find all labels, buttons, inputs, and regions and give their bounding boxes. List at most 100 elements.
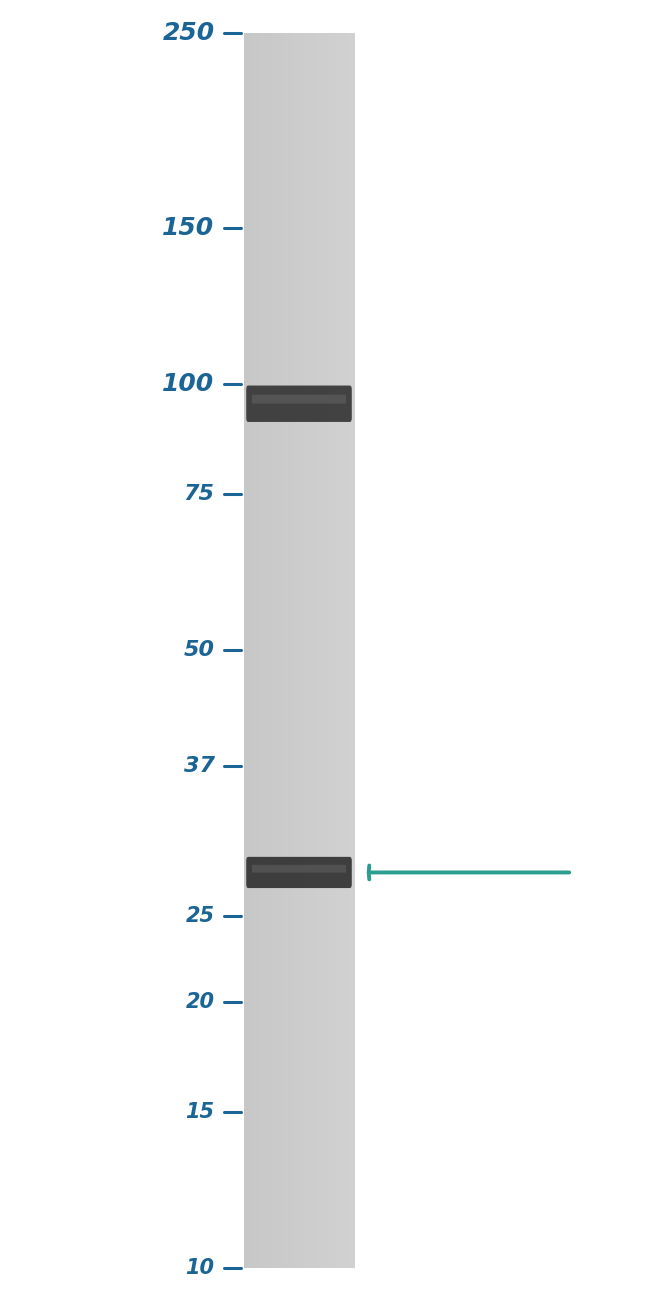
Bar bbox=[265, 32, 266, 1268]
Bar bbox=[272, 32, 273, 1268]
Bar bbox=[319, 32, 320, 1268]
Bar bbox=[280, 32, 281, 1268]
Text: 250: 250 bbox=[162, 21, 214, 44]
Bar bbox=[247, 32, 248, 1268]
Bar bbox=[352, 32, 353, 1268]
Bar bbox=[340, 32, 341, 1268]
Bar bbox=[338, 32, 339, 1268]
Bar bbox=[350, 32, 351, 1268]
Bar bbox=[299, 32, 300, 1268]
Bar bbox=[281, 32, 283, 1268]
Bar bbox=[253, 32, 254, 1268]
Bar bbox=[268, 32, 269, 1268]
Bar bbox=[262, 32, 263, 1268]
Bar bbox=[310, 32, 311, 1268]
Bar bbox=[337, 32, 338, 1268]
Bar bbox=[255, 32, 256, 1268]
Bar bbox=[264, 32, 265, 1268]
Bar bbox=[305, 32, 306, 1268]
Bar bbox=[265, 32, 266, 1268]
Bar bbox=[301, 32, 302, 1268]
Bar bbox=[275, 32, 276, 1268]
Bar bbox=[350, 32, 352, 1268]
Bar bbox=[343, 32, 344, 1268]
Bar bbox=[297, 32, 298, 1268]
Bar bbox=[244, 32, 245, 1268]
FancyBboxPatch shape bbox=[246, 386, 352, 422]
Bar bbox=[328, 32, 330, 1268]
Bar bbox=[304, 32, 306, 1268]
Bar bbox=[341, 32, 342, 1268]
Bar bbox=[330, 32, 332, 1268]
Bar bbox=[288, 32, 289, 1268]
Bar bbox=[318, 32, 319, 1268]
Bar bbox=[294, 32, 296, 1268]
Bar bbox=[263, 32, 265, 1268]
Text: 50: 50 bbox=[183, 640, 214, 660]
Bar bbox=[300, 32, 302, 1268]
Bar bbox=[279, 32, 280, 1268]
Bar bbox=[261, 32, 262, 1268]
Bar bbox=[325, 32, 326, 1268]
Bar bbox=[332, 32, 333, 1268]
Bar bbox=[348, 32, 350, 1268]
Bar bbox=[280, 32, 281, 1268]
Bar bbox=[296, 32, 297, 1268]
Bar bbox=[316, 32, 317, 1268]
Bar bbox=[335, 32, 337, 1268]
Bar bbox=[269, 32, 270, 1268]
Bar bbox=[263, 32, 264, 1268]
Bar bbox=[323, 32, 324, 1268]
Bar bbox=[255, 32, 257, 1268]
Bar bbox=[250, 32, 251, 1268]
Bar bbox=[352, 32, 354, 1268]
Bar bbox=[268, 32, 270, 1268]
Bar bbox=[339, 32, 341, 1268]
Bar bbox=[244, 32, 246, 1268]
Bar bbox=[283, 32, 285, 1268]
Bar bbox=[297, 32, 298, 1268]
Bar bbox=[322, 32, 324, 1268]
Bar bbox=[337, 32, 339, 1268]
Bar bbox=[273, 32, 274, 1268]
Bar bbox=[317, 32, 318, 1268]
Bar bbox=[254, 32, 255, 1268]
Bar bbox=[277, 32, 278, 1268]
Bar bbox=[272, 32, 274, 1268]
Bar bbox=[276, 32, 277, 1268]
Bar bbox=[332, 32, 333, 1268]
Bar bbox=[321, 32, 322, 1268]
Bar bbox=[333, 32, 335, 1268]
Bar bbox=[344, 32, 346, 1268]
Bar bbox=[248, 32, 250, 1268]
Text: 37: 37 bbox=[183, 755, 214, 776]
Bar bbox=[252, 32, 254, 1268]
Bar bbox=[298, 32, 299, 1268]
Bar bbox=[303, 32, 304, 1268]
Bar bbox=[260, 32, 261, 1268]
Bar bbox=[345, 32, 346, 1268]
Bar bbox=[285, 32, 286, 1268]
Bar bbox=[348, 32, 349, 1268]
Bar bbox=[253, 32, 254, 1268]
Bar bbox=[292, 32, 293, 1268]
Bar bbox=[343, 32, 344, 1268]
Bar bbox=[316, 32, 317, 1268]
Bar bbox=[344, 32, 345, 1268]
Bar bbox=[290, 32, 291, 1268]
Bar bbox=[315, 32, 317, 1268]
Bar bbox=[274, 32, 275, 1268]
Bar bbox=[331, 32, 332, 1268]
Bar bbox=[266, 32, 268, 1268]
Bar bbox=[249, 32, 250, 1268]
Bar bbox=[298, 32, 300, 1268]
Bar bbox=[313, 32, 314, 1268]
Bar bbox=[267, 32, 268, 1268]
Bar bbox=[334, 32, 335, 1268]
Bar bbox=[260, 32, 261, 1268]
Bar bbox=[252, 32, 253, 1268]
Bar bbox=[248, 32, 249, 1268]
Bar bbox=[266, 32, 267, 1268]
Bar bbox=[341, 32, 342, 1268]
Bar bbox=[274, 32, 276, 1268]
